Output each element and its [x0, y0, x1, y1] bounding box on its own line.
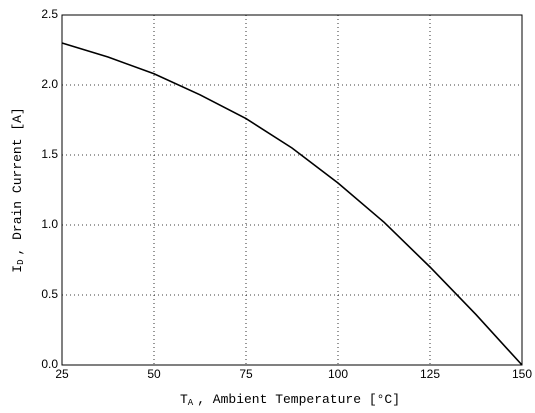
x-tick-label: 100 — [328, 367, 348, 381]
y-tick-label: 1.0 — [41, 217, 58, 231]
x-tick-label: 50 — [147, 367, 161, 381]
data-line — [61, 42, 523, 366]
x-tick-label: 75 — [239, 367, 253, 381]
x-tick-label: 125 — [420, 367, 440, 381]
x-subscript: A — [188, 398, 194, 408]
y-subscript: D — [16, 260, 26, 265]
y-symbol: I — [10, 265, 25, 273]
y-label-text: , Drain Current [A] — [10, 107, 25, 255]
x-symbol: T — [180, 392, 188, 407]
y-tick-label: 2.0 — [41, 77, 58, 91]
y-tick-label: 0.5 — [41, 287, 58, 301]
y-tick-label: 2.5 — [41, 7, 58, 21]
x-label-text: , Ambient Temperature [°C] — [197, 392, 400, 407]
x-tick-label: 25 — [55, 367, 69, 381]
y-axis-label: ID , Drain Current [A] — [10, 107, 26, 272]
y-tick-label: 1.5 — [41, 147, 58, 161]
y-tick-label: 0.0 — [41, 357, 58, 371]
x-axis-label: TA, Ambient Temperature [°C] — [180, 392, 400, 408]
x-tick-label: 150 — [512, 367, 532, 381]
plot-frame — [61, 14, 523, 366]
